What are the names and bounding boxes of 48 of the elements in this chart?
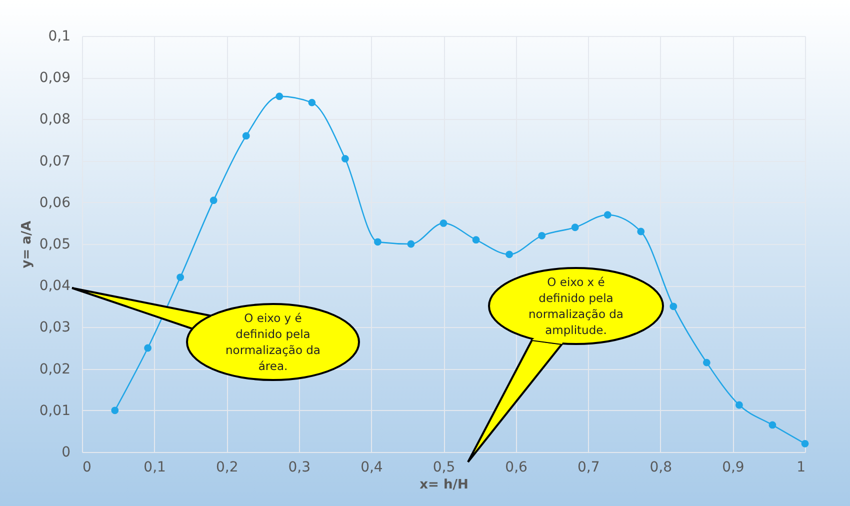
y-tick-label: 0,01 (39, 402, 70, 419)
point (111, 406, 119, 414)
y-tick-label: 0,09 (39, 70, 70, 86)
point (604, 211, 612, 219)
x-tick-label: 0,6 (505, 460, 528, 476)
y-tick-label: 0,06 (39, 194, 71, 211)
point (242, 132, 250, 140)
point (571, 224, 579, 232)
y-tick-label: 0 (62, 444, 70, 460)
point (637, 228, 645, 236)
annotation: O eixo y é definido pela normalização da área. (226, 311, 320, 373)
point (506, 250, 513, 258)
y-tick-label: 0,08 (39, 112, 70, 128)
x-tick-label: 0,4 (360, 460, 383, 476)
y-tick-label: 0,04 (39, 278, 71, 294)
y-tick-label: 0,03 (39, 320, 70, 336)
y-axis-title: y= a/A (19, 220, 34, 268)
x-tick-label: 0,1 (144, 460, 166, 476)
x-tick-label: 0,5 (432, 460, 456, 476)
point (176, 274, 184, 281)
point (538, 232, 546, 240)
y-tick-label: 0,1 (48, 28, 70, 44)
x-axis-title: x= h/H (420, 478, 468, 492)
annotation: O eixo x é definido pela normalização da amplitude. (528, 275, 624, 337)
x-tick-label: 0,3 (288, 460, 311, 476)
point (407, 240, 415, 248)
point (472, 236, 480, 244)
point (308, 98, 316, 106)
point (144, 344, 152, 352)
point (801, 440, 809, 448)
x-tick-label: 0,2 (216, 460, 238, 476)
y-tick-label: 0,07 (39, 153, 70, 170)
point (440, 220, 448, 227)
point (702, 358, 710, 366)
x-tick-label: 1 (796, 460, 806, 476)
x-tick-label: 0,8 (650, 460, 672, 476)
point (768, 421, 776, 429)
y-tick-label: 0,02 (39, 361, 70, 378)
x-tick-label: 0 (82, 460, 92, 476)
x-tick-label: 0,7 (577, 460, 600, 476)
point (341, 155, 349, 162)
point (210, 196, 218, 204)
x-tick-label: 0,9 (722, 460, 744, 476)
y-tick-label: 0,05 (39, 236, 70, 252)
point (276, 92, 284, 100)
point (736, 401, 743, 409)
point (670, 302, 678, 310)
point (374, 238, 382, 246)
